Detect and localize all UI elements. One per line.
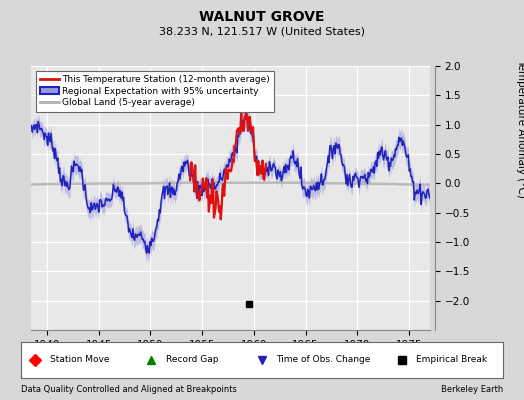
Text: Temperature Anomaly (°C): Temperature Anomaly (°C)	[516, 59, 524, 198]
Text: Time of Obs. Change: Time of Obs. Change	[277, 356, 371, 364]
Text: 38.233 N, 121.517 W (United States): 38.233 N, 121.517 W (United States)	[159, 26, 365, 36]
Text: Record Gap: Record Gap	[166, 356, 218, 364]
Text: Station Move: Station Move	[50, 356, 110, 364]
Text: WALNUT GROVE: WALNUT GROVE	[199, 10, 325, 24]
Text: Empirical Break: Empirical Break	[416, 356, 487, 364]
Text: Berkeley Earth: Berkeley Earth	[441, 386, 503, 394]
Text: Data Quality Controlled and Aligned at Breakpoints: Data Quality Controlled and Aligned at B…	[21, 386, 237, 394]
Legend: This Temperature Station (12-month average), Regional Expectation with 95% uncer: This Temperature Station (12-month avera…	[36, 70, 275, 112]
